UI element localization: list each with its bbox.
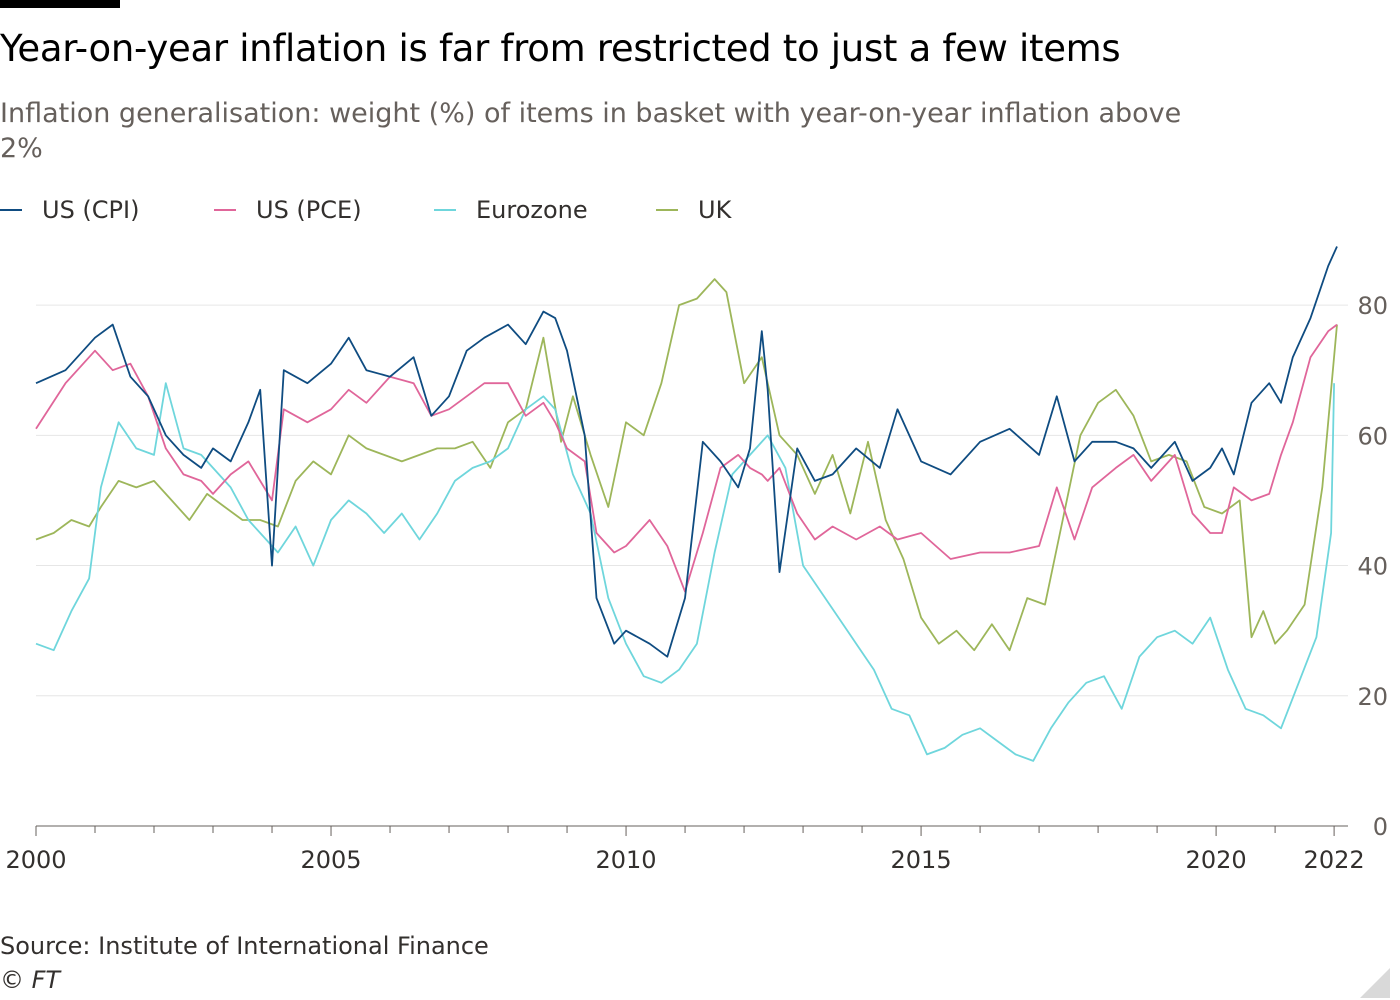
chart-title: Year-on-year inflation is far from restr… <box>0 27 1121 70</box>
legend-item-eurozone: Eurozone <box>434 196 588 224</box>
line-chart: 0 20 40 60 80 2000 2005 2010 2015 2020 2022 <box>5 246 1388 874</box>
series-line-uk <box>35 278 1338 652</box>
legend-swatch-eurozone <box>434 209 456 211</box>
legend-item-us-pce: US (PCE) <box>214 196 362 224</box>
legend-item-uk: UK <box>656 196 731 224</box>
legend-swatch-us-pce <box>214 209 236 211</box>
legend-swatch-uk <box>656 209 678 211</box>
legend-label-us-pce: US (PCE) <box>256 196 362 224</box>
y-tick-label: 0 <box>1373 813 1388 841</box>
x-tick-label: 2020 <box>1186 846 1247 874</box>
y-tick-label: 40 <box>1357 553 1388 581</box>
top-accent-bar <box>0 0 120 8</box>
y-tick-label: 20 <box>1357 683 1388 711</box>
x-tick-label: 2010 <box>596 846 657 874</box>
x-tick-label: 2015 <box>891 846 952 874</box>
corner-fold-icon <box>1360 968 1390 998</box>
legend-swatch-us-cpi <box>0 209 22 211</box>
chart-subtitle: Inflation generalisation: weight (%) of … <box>0 98 1182 164</box>
series-line-eurozone <box>35 382 1335 762</box>
legend-label-uk: UK <box>698 196 732 224</box>
y-tick-label: 80 <box>1357 292 1388 320</box>
legend-item-us-cpi: US (CPI) <box>0 196 139 224</box>
x-tick-label: 2000 <box>5 846 66 874</box>
legend-label-us-cpi: US (CPI) <box>42 196 140 224</box>
series-line-us-cpi <box>35 246 1338 658</box>
source-note: Source: Institute of International Finan… <box>0 932 489 960</box>
legend-label-eurozone: Eurozone <box>476 196 588 224</box>
x-tick-label: 2005 <box>300 846 361 874</box>
x-tick-label: 2022 <box>1304 846 1365 874</box>
y-tick-label: 60 <box>1357 422 1388 450</box>
copyright-note: © FT <box>0 966 61 994</box>
